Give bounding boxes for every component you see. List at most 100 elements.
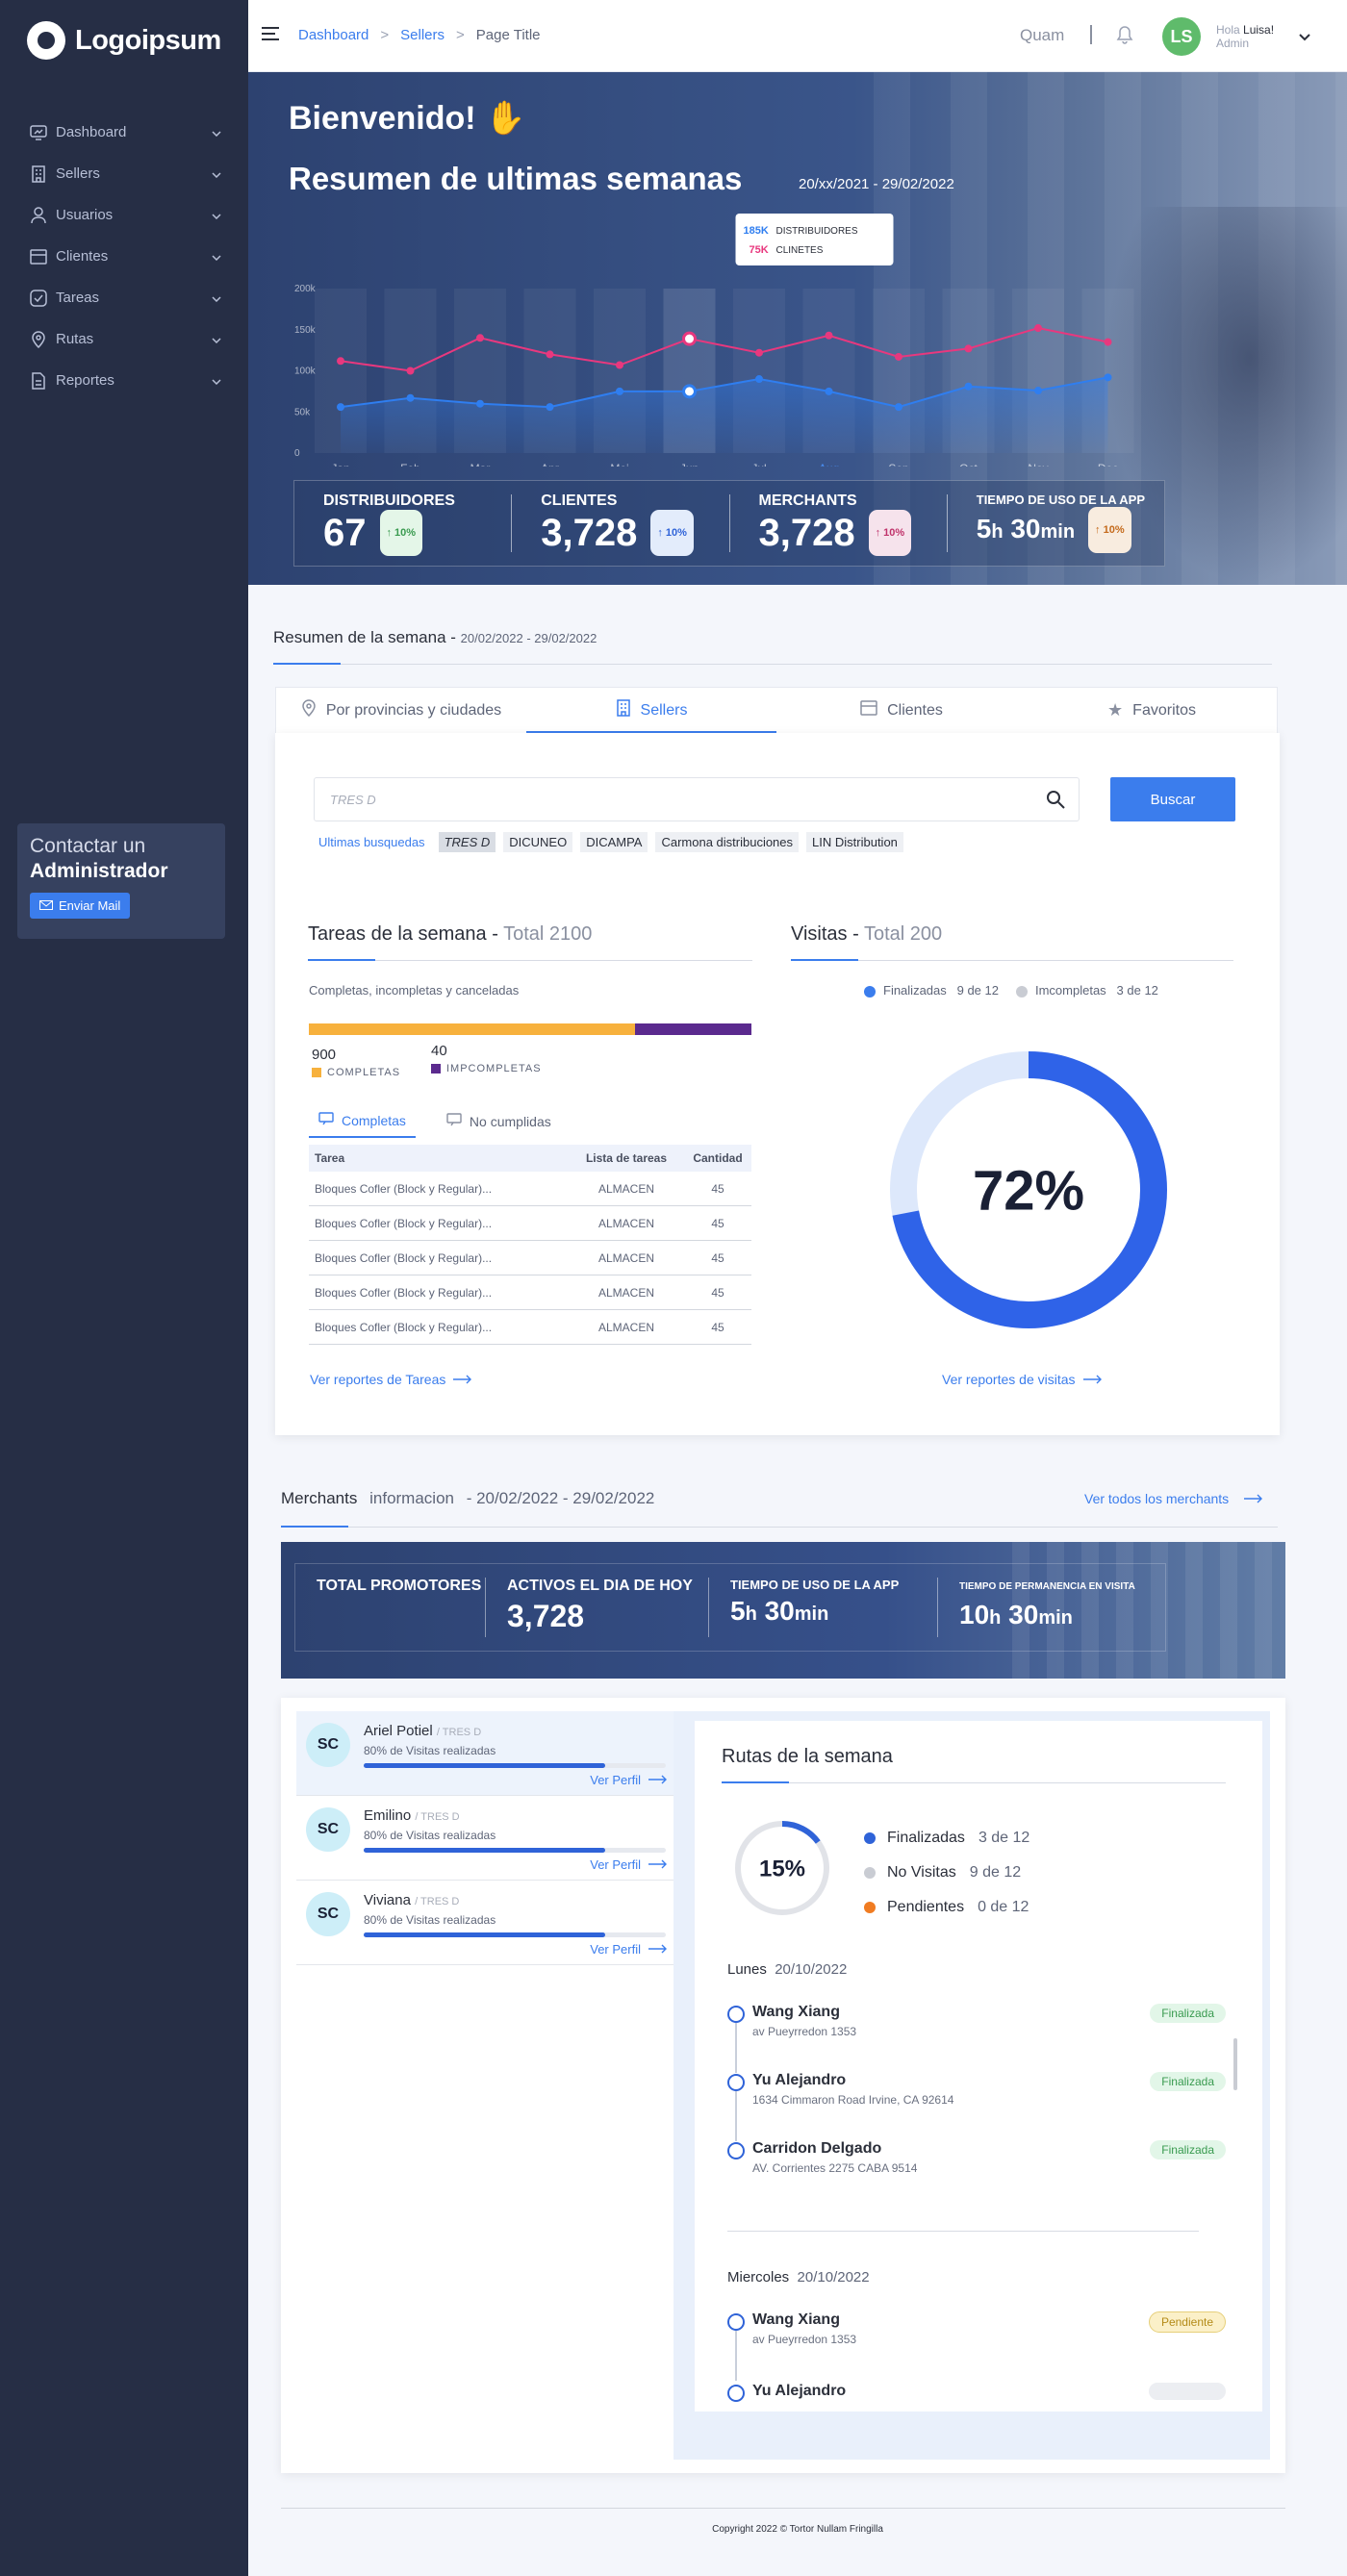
view-profile-link[interactable]: Ver Perfil	[590, 1942, 668, 1957]
company-name[interactable]: Quam	[1020, 26, 1065, 44]
list-item[interactable]: SC Emilino / TRES D 80% de Visitas reali…	[296, 1796, 674, 1881]
stop-address: av Pueyrredon 1353	[752, 2333, 857, 2346]
divider	[273, 664, 1272, 665]
recent-chip[interactable]: TRES D	[438, 832, 496, 852]
dashboard-icon	[29, 123, 48, 142]
tasks-report-link[interactable]: Ver reportes de Tareas	[310, 1372, 472, 1387]
list-item[interactable]: SC Viviana / TRES D 80% de Visitas reali…	[296, 1881, 674, 1965]
tab-no-cumplidas[interactable]: No cumplidas	[437, 1112, 561, 1138]
tasks-total: Total 2100	[503, 923, 593, 945]
sidebar-item-sellers[interactable]: Sellers	[29, 153, 221, 194]
logo[interactable]: Logoipsum	[27, 21, 221, 60]
search-icon[interactable]	[1046, 790, 1065, 814]
divider	[281, 2508, 1285, 2509]
data-point	[476, 399, 484, 408]
table-row[interactable]: Bloques Cofler (Block y Regular)... ALMAC…	[309, 1275, 751, 1310]
legend-value: 3 de 12	[978, 1830, 1030, 1846]
breadcrumb-dashboard[interactable]: Dashboard	[298, 27, 369, 43]
search-placeholder: TRES D	[330, 793, 376, 807]
list-item[interactable]: SC Ariel Potiel / TRES D 80% de Visitas …	[296, 1711, 674, 1796]
chevron-down-icon[interactable]	[212, 248, 221, 265]
avatar: SC	[306, 1807, 350, 1852]
chevron-down-icon[interactable]	[212, 290, 221, 306]
recent-chip[interactable]: Carmona distribuciones	[655, 832, 800, 852]
view-profile-link[interactable]: Ver Perfil	[590, 1857, 668, 1872]
legend-value: 0 de 12	[978, 1899, 1029, 1915]
stop-marker-icon	[727, 2074, 745, 2091]
tab-label: Favoritos	[1132, 701, 1196, 719]
tooltip-box	[735, 214, 894, 265]
breadcrumb-sellers[interactable]: Sellers	[400, 27, 445, 43]
hero-stats: DISTRIBUIDORES 67 ↑ 10% CLIENTES 3,728 ↑ 1…	[293, 480, 1165, 567]
recent-chip[interactable]: DICAMPA	[580, 832, 648, 852]
chevron-down-icon[interactable]	[212, 331, 221, 347]
recent-chip[interactable]: DICUNEO	[503, 832, 573, 852]
sidebar-item-rutas[interactable]: Rutas	[29, 318, 221, 360]
visits-report-link[interactable]: Ver reportes de visitas	[942, 1372, 1103, 1387]
arrow-right-icon	[648, 1942, 668, 1957]
title-underline	[791, 959, 858, 961]
chevron-down-icon[interactable]	[212, 124, 221, 140]
recent-chip[interactable]: LIN Distribution	[806, 832, 903, 852]
wave-icon: ✋	[485, 100, 526, 137]
arrow-right-icon	[1244, 1491, 1263, 1506]
user-icon	[29, 206, 48, 225]
sidebar-item-clientes[interactable]: Clientes	[29, 236, 221, 277]
chevron-down-icon[interactable]	[212, 207, 221, 223]
routes-panel: Rutas de la semana 15% Finalizadas 3 de 1…	[674, 1711, 1270, 2460]
background-photo	[1012, 1542, 1285, 1679]
tooltip-value: 185K	[744, 225, 769, 237]
tab-sellers[interactable]: Sellers	[526, 688, 776, 733]
footer-copyright: Copyright 2022 © Tortor Nullam Fringilla	[712, 2524, 883, 2535]
avatar[interactable]: LS	[1162, 17, 1201, 56]
data-point	[1034, 387, 1042, 395]
table-row[interactable]: Bloques Cofler (Block y Regular)... ALMAC…	[309, 1310, 751, 1345]
avatar: SC	[306, 1723, 350, 1767]
chevron-down-icon[interactable]	[212, 165, 221, 182]
sidebar-item-dashboard[interactable]: Dashboard	[29, 112, 221, 153]
data-point	[825, 331, 833, 340]
data-point	[546, 403, 554, 412]
col-tarea[interactable]: Tarea	[315, 1151, 345, 1165]
view-profile-link[interactable]: Ver Perfil	[590, 1773, 668, 1787]
user-greeting[interactable]: Hola Luisa! Admin	[1216, 23, 1274, 50]
chevron-down-icon[interactable]	[1299, 29, 1310, 46]
routes-progress-ring: 15%	[735, 1821, 829, 1915]
link-text: Ver todos los merchants	[1084, 1491, 1230, 1506]
scrollbar[interactable]	[1233, 2038, 1237, 2090]
welcome-title: Bienvenido! ✋	[289, 99, 525, 138]
sidebar-item-reportes[interactable]: Reportes	[29, 360, 221, 401]
data-point	[616, 387, 623, 395]
day-name: Lunes	[727, 1961, 767, 1978]
search-input[interactable]: TRES D	[314, 777, 1080, 821]
table-row[interactable]: Bloques Cofler (Block y Regular)... ALMAC…	[309, 1172, 751, 1206]
title-underline	[273, 663, 341, 665]
tab-clientes[interactable]: Clientes	[776, 688, 1027, 733]
sidebar-item-tareas[interactable]: Tareas	[29, 277, 221, 318]
tab-favoritos[interactable]: ★ Favoritos	[1027, 688, 1277, 733]
stat-label: CLIENTES	[541, 492, 618, 509]
menu-icon[interactable]	[262, 27, 279, 45]
tab-label: No cumplidas	[469, 1113, 551, 1129]
stop-name: Carridon Delgado	[752, 2140, 882, 2157]
col-cantidad[interactable]: Cantidad	[693, 1151, 743, 1165]
table-row[interactable]: Bloques Cofler (Block y Regular)... ALMAC…	[309, 1206, 751, 1241]
legend-incompletas: 40 IMPCOMPLETAS	[431, 1043, 542, 1074]
search-button[interactable]: Buscar	[1110, 777, 1235, 821]
visits-legend: Finalizadas 9 de 12 Imcompletas 3 de 12	[864, 983, 1158, 998]
sidebar-item-usuarios[interactable]: Usuarios	[29, 194, 221, 236]
col-lista[interactable]: Lista de tareas	[585, 1151, 668, 1165]
tasks-subtitle: Completas, incompletas y canceladas	[309, 983, 520, 998]
swatch	[431, 1064, 441, 1074]
chevron-down-icon[interactable]	[212, 372, 221, 389]
tab-completas[interactable]: Completas	[309, 1112, 416, 1138]
bell-icon[interactable]	[1116, 25, 1133, 49]
store-icon	[29, 247, 48, 266]
arrow-right-icon	[1082, 1372, 1103, 1387]
see-all-merchants-link[interactable]: Ver todos los merchants	[1084, 1491, 1263, 1506]
table-row[interactable]: Bloques Cofler (Block y Regular)... ALMAC…	[309, 1241, 751, 1275]
send-mail-button[interactable]: Enviar Mail	[30, 893, 131, 919]
background-photo-person	[1105, 207, 1347, 585]
status-badge: Finalizada	[1150, 2004, 1226, 2023]
tab-provincias[interactable]: Por provincias y ciudades	[276, 688, 526, 733]
